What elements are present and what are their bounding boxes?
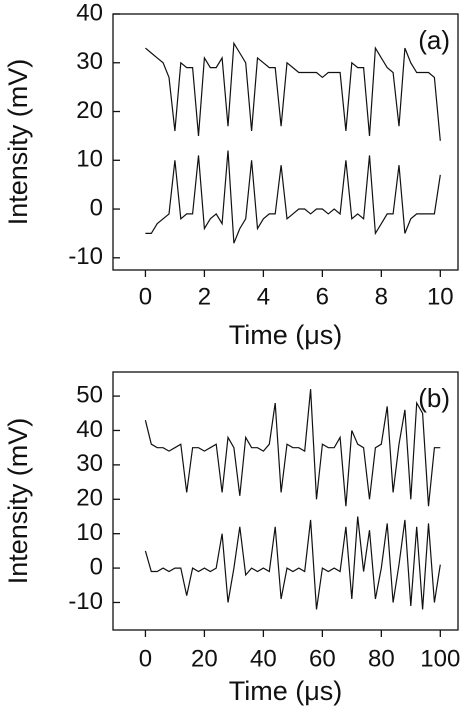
x-tick-label: 8 (375, 283, 388, 310)
panel-label: (a) (418, 25, 450, 55)
x-tick-label: 60 (309, 645, 336, 672)
x-axis-label: Time (μs) (229, 676, 343, 706)
y-tick-label: -10 (68, 243, 103, 270)
y-tick-label: 50 (76, 381, 103, 408)
trace (144, 516, 441, 610)
x-tick-label: 80 (368, 645, 395, 672)
panel-label: (b) (418, 383, 450, 413)
y-tick-label: 40 (76, 416, 103, 443)
y-tick-label: 10 (76, 146, 103, 173)
trace (144, 389, 441, 507)
trace (145, 150, 441, 244)
y-tick-label: 40 (76, 0, 103, 26)
x-axis-label: Time (μs) (229, 320, 343, 350)
x-tick-label: 20 (191, 645, 218, 672)
y-tick-label: 20 (76, 97, 103, 124)
y-axis-label: Intensity (mV) (3, 418, 33, 585)
plot-frame (112, 371, 459, 631)
trace (145, 41, 441, 141)
y-tick-label: 30 (76, 450, 103, 477)
x-tick-label: 40 (250, 645, 277, 672)
y-axis-label: Intensity (mV) (3, 59, 33, 226)
x-tick-label: 10 (427, 283, 454, 310)
y-tick-label: 0 (90, 553, 103, 580)
x-tick-label: 4 (257, 283, 270, 310)
x-tick-label: 2 (198, 283, 211, 310)
y-tick-label: 20 (76, 485, 103, 512)
x-tick-label: 0 (139, 283, 152, 310)
x-tick-label: 0 (139, 645, 152, 672)
y-tick-label: 30 (76, 48, 103, 75)
y-tick-label: -10 (68, 588, 103, 615)
x-tick-label: 100 (420, 645, 460, 672)
x-tick-label: 6 (316, 283, 329, 310)
y-tick-label: 0 (90, 194, 103, 221)
y-tick-label: 10 (76, 519, 103, 546)
plot-frame (112, 13, 459, 271)
